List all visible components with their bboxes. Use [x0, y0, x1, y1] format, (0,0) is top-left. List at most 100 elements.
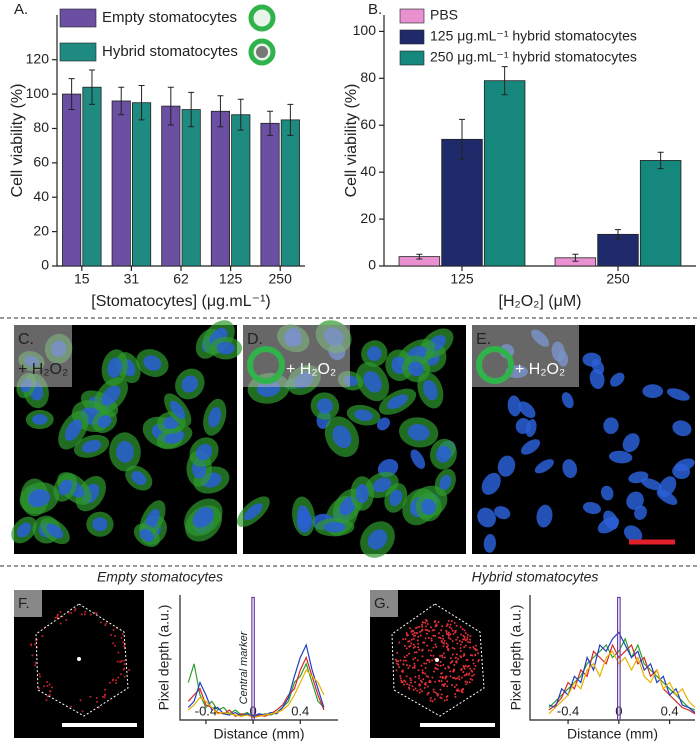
tissue-dot	[474, 647, 477, 650]
tissue-dot	[408, 684, 411, 687]
tissue-dot	[84, 610, 87, 613]
tissue-dot	[463, 637, 466, 640]
tissue-dot	[104, 624, 107, 627]
tissue-dot	[451, 660, 454, 663]
tissue-dot	[469, 646, 472, 649]
center-marker	[77, 657, 81, 661]
nucleus	[387, 394, 408, 410]
nucleus	[170, 400, 186, 420]
tissue-dot	[405, 675, 408, 678]
tissue-dot	[453, 621, 456, 624]
tissue-dot	[449, 633, 452, 636]
tissue-dot	[469, 635, 472, 638]
tissue-dot	[472, 673, 475, 676]
tissue-dot	[474, 644, 477, 647]
error-bar	[501, 66, 508, 96]
tissue-dot	[424, 637, 427, 640]
tissue-dot	[439, 637, 442, 640]
tissue-dot	[474, 664, 477, 667]
tissue-dot	[423, 662, 426, 665]
tissue-dot	[447, 631, 450, 634]
bar	[231, 114, 251, 267]
nucleus	[407, 424, 430, 441]
nucleus	[296, 510, 313, 533]
tissue-dot	[70, 705, 73, 708]
tissue-dot	[410, 638, 413, 641]
tissue-dot	[448, 626, 451, 629]
tissue-dot	[410, 679, 413, 682]
nucleus	[494, 506, 511, 520]
tissue-dot	[426, 659, 429, 662]
cargo-icon	[485, 355, 505, 375]
tissue-dot	[74, 608, 77, 611]
nucleus	[518, 401, 536, 419]
tissue-dot	[428, 630, 431, 633]
tissue-dot	[433, 629, 436, 632]
tissue-dot	[433, 698, 436, 701]
tissue-dot	[115, 679, 118, 682]
tissue-dot	[459, 650, 462, 653]
tissue-dot	[420, 681, 423, 684]
tissue-dot	[451, 646, 454, 649]
bar	[639, 160, 682, 267]
tissue-dot	[435, 623, 438, 626]
y-axis-label: Pixel depth (a.u.)	[508, 605, 524, 711]
tissue-dot	[402, 663, 405, 666]
profile-line	[548, 637, 696, 711]
tissue-dot	[420, 679, 423, 682]
x-tick-label: 0	[249, 703, 256, 718]
tissue-dot	[447, 636, 450, 639]
nucleus	[107, 357, 122, 378]
tissue-dot	[442, 637, 445, 640]
tissue-dot	[440, 680, 443, 683]
tissue-dot	[465, 683, 468, 686]
nucleus	[216, 341, 235, 355]
tissue-dot	[408, 645, 411, 648]
center-marker	[435, 658, 439, 662]
bar	[483, 80, 526, 267]
nucleus	[244, 503, 263, 521]
tissue-dot	[415, 651, 418, 654]
tissue-dot	[442, 642, 445, 645]
tissue-dot	[426, 629, 429, 632]
tissue-dot	[34, 664, 37, 667]
nucleus	[363, 370, 382, 393]
profile-line	[187, 643, 325, 717]
bar	[597, 233, 639, 267]
tissue-dot	[433, 690, 436, 693]
tissue-dot	[30, 644, 33, 647]
nucleus	[16, 522, 32, 538]
tissue-dot	[468, 672, 471, 675]
tissue-dot	[447, 666, 450, 669]
tissue-dot	[45, 699, 48, 702]
profile-line	[548, 631, 696, 713]
tissue-dot	[445, 633, 448, 636]
tissue-dot	[460, 633, 463, 636]
stomatocyte-icon	[476, 346, 514, 384]
tissue-dot	[403, 683, 406, 686]
y-tick-label: 100	[353, 22, 377, 38]
nucleus	[366, 346, 382, 361]
tissue-dot	[455, 661, 458, 664]
tissue-dot	[432, 688, 435, 691]
profile-line	[617, 596, 621, 720]
tissue-dot	[428, 681, 431, 684]
tissue-dot	[104, 688, 107, 691]
nucleus	[81, 439, 102, 453]
tissue-dot	[426, 623, 429, 626]
tissue-dot	[439, 688, 442, 691]
bar	[260, 122, 280, 267]
tissue-dot	[449, 637, 452, 640]
tissue-dot	[466, 638, 469, 641]
y-tick-label: 60	[33, 154, 49, 170]
nucleus	[332, 425, 352, 449]
tissue-dot	[398, 641, 401, 644]
tissue-dot	[46, 684, 49, 687]
nucleus	[603, 417, 619, 435]
tissue-dot	[454, 656, 457, 659]
tissue-dot	[472, 662, 475, 665]
tissue-dot	[413, 645, 416, 648]
nucleus	[507, 395, 522, 417]
profile-line	[251, 596, 255, 720]
tissue-dot	[43, 685, 46, 688]
